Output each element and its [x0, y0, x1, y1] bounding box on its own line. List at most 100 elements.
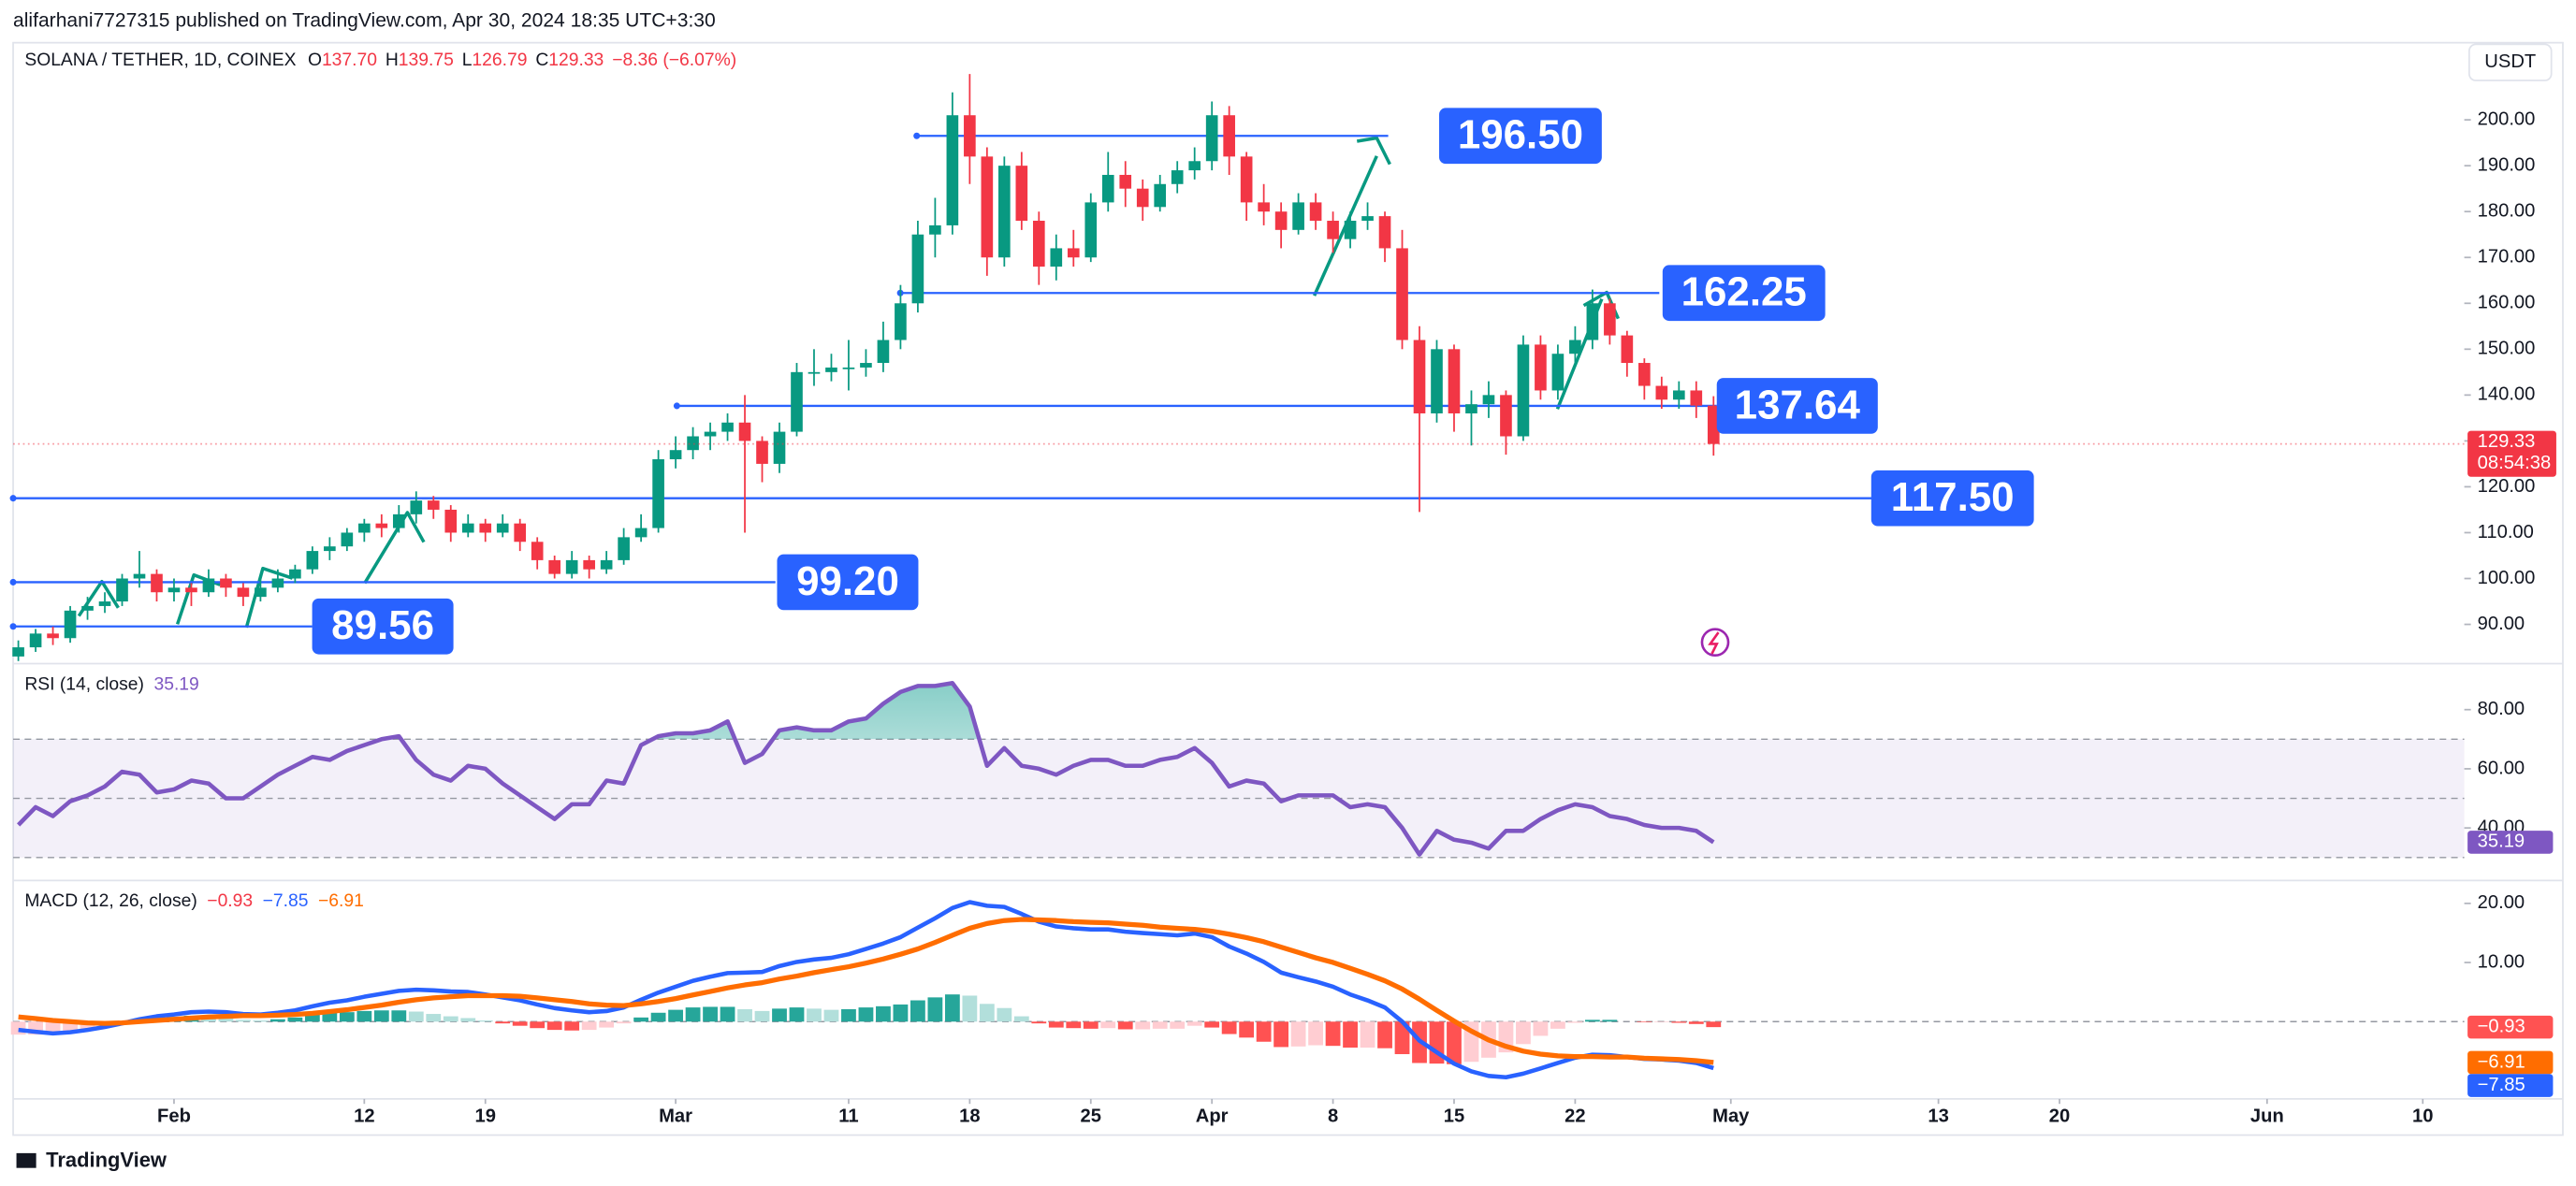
- candle-body: [583, 559, 595, 570]
- legend-change: −8.36 (−6.07%): [612, 51, 736, 70]
- histogram-bar: [823, 1009, 839, 1022]
- level-label-box: [312, 598, 454, 655]
- histogram-bar: [1256, 1021, 1272, 1042]
- candle-body: [998, 166, 1011, 258]
- histogram-bar: [391, 1010, 407, 1022]
- candle-body: [358, 523, 371, 533]
- y-tick-label: 110.00: [2478, 522, 2534, 542]
- histogram-bar: [530, 1021, 546, 1029]
- candle-body: [1586, 303, 1599, 340]
- candle-body: [341, 532, 354, 547]
- histogram-bar: [564, 1021, 580, 1031]
- candle-body: [306, 551, 319, 570]
- histogram-bar: [546, 1021, 562, 1031]
- histogram-bar: [1308, 1021, 1323, 1046]
- histogram-bar: [304, 1014, 320, 1022]
- signal-last-label-box: [2467, 1050, 2554, 1075]
- histogram-bar: [685, 1007, 701, 1022]
- histogram-bar: [841, 1008, 856, 1022]
- histogram-last-label: −0.93: [2478, 1016, 2525, 1036]
- histogram-bar: [1204, 1021, 1220, 1028]
- histogram-bar: [633, 1017, 649, 1022]
- candle-body: [946, 115, 959, 225]
- legend-key: H: [386, 51, 399, 70]
- candle-body: [860, 363, 872, 368]
- price-legend: SOLANA / TETHER, 1D, COINEX O137.70 H139…: [24, 51, 736, 70]
- y-tick-label: 60.00: [2478, 758, 2525, 778]
- overbought-fill: [381, 683, 980, 740]
- x-tick-label: 13: [1928, 1106, 1948, 1127]
- histogram-bar: [1533, 1021, 1549, 1036]
- candle-body: [1500, 395, 1512, 437]
- signal-line: [18, 917, 1714, 1065]
- histogram-bar: [460, 1018, 476, 1022]
- candle-body: [1188, 161, 1201, 171]
- candle-body: [12, 647, 24, 657]
- x-tick-label: May: [1712, 1106, 1750, 1127]
- candle-body: [324, 546, 336, 552]
- candle-body: [444, 509, 458, 533]
- event-icon[interactable]: [1700, 628, 1730, 658]
- candle-body: [1292, 202, 1304, 230]
- histogram-bar: [443, 1016, 458, 1022]
- x-tick-label: 12: [354, 1106, 374, 1127]
- candle-body: [392, 513, 405, 528]
- y-tick-label: 170.00: [2478, 247, 2536, 268]
- candle-body: [1032, 221, 1045, 268]
- event-bolt: [1708, 631, 1720, 655]
- histogram-bar: [1516, 1021, 1531, 1045]
- candle-body: [427, 500, 440, 510]
- histogram-bar: [1688, 1021, 1704, 1024]
- currency-button[interactable]: [2467, 43, 2553, 81]
- candle-body: [877, 340, 890, 364]
- candle-body: [220, 578, 232, 588]
- histogram-bar: [236, 1020, 251, 1022]
- currency[interactable]: USDT: [2484, 51, 2536, 72]
- rsi-last: 35.19: [153, 674, 198, 694]
- histogram-bar: [287, 1017, 303, 1022]
- x-tick-label: Apr: [1196, 1106, 1229, 1127]
- x-tick-label: 22: [1565, 1106, 1585, 1127]
- last-price-box: [2467, 430, 2556, 477]
- candle-body: [634, 528, 648, 538]
- candle-body: [1638, 363, 1651, 386]
- candle-body: [1431, 349, 1443, 413]
- candle-body: [1690, 390, 1703, 406]
- histogram-bar: [1186, 1021, 1202, 1026]
- histogram-bar: [1100, 1021, 1116, 1029]
- candle-body: [1361, 216, 1374, 222]
- y-tick-label: 140.00: [2478, 384, 2536, 405]
- candle-body: [64, 610, 77, 639]
- arrow-head: [1356, 136, 1391, 166]
- hist-last: −0.93: [207, 891, 253, 911]
- x-tick-label: 11: [838, 1106, 858, 1127]
- y-tick-label: 100.00: [2478, 568, 2536, 588]
- candle-body: [548, 559, 560, 574]
- candle-body: [1378, 216, 1391, 249]
- x-tick-label: 10: [2412, 1106, 2433, 1127]
- candle-body: [1240, 156, 1253, 203]
- candle-body: [116, 578, 128, 602]
- rsi-last-label-box: [2467, 831, 2554, 854]
- legend-value: 139.75: [399, 51, 454, 70]
- legend-key: O: [308, 51, 322, 70]
- candle-body: [911, 234, 924, 304]
- histogram-bar: [1584, 1020, 1600, 1022]
- histogram-bar: [1273, 1021, 1289, 1048]
- rsi-last-label: 35.19: [2478, 832, 2525, 852]
- histogram-bar: [1671, 1021, 1687, 1023]
- histogram-bar: [1447, 1021, 1462, 1064]
- y-tick-label: 20.00: [2478, 892, 2525, 913]
- arrow: [244, 566, 294, 629]
- level-label-box: [1870, 470, 2034, 527]
- candle-body: [1569, 340, 1581, 354]
- candle-body: [981, 156, 994, 258]
- histogram-bar: [979, 1004, 995, 1022]
- histogram-bar: [1031, 1021, 1047, 1024]
- histogram-bar: [1152, 1021, 1168, 1029]
- macd-last: −7.85: [263, 891, 309, 911]
- level-label-box: [777, 554, 919, 611]
- candle-body: [29, 633, 42, 648]
- candle-body: [929, 224, 941, 235]
